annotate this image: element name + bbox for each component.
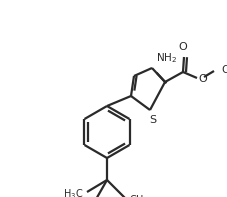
Text: CH$_3$: CH$_3$ bbox=[220, 63, 227, 77]
Text: S: S bbox=[149, 115, 156, 125]
Text: CH$_3$: CH$_3$ bbox=[128, 193, 148, 197]
Text: H$_3$C: H$_3$C bbox=[62, 187, 83, 197]
Text: O: O bbox=[197, 74, 206, 84]
Text: NH$_2$: NH$_2$ bbox=[155, 51, 176, 65]
Text: O: O bbox=[178, 42, 187, 52]
